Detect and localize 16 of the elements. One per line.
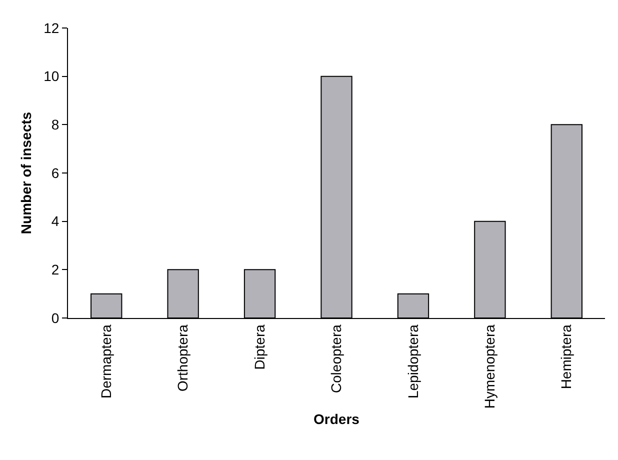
y-tick-label: 4 [51, 213, 60, 230]
y-tick-label: 12 [44, 20, 60, 36]
x-tick-label: Hymenoptera [481, 324, 498, 409]
x-tick-label: Coleoptera [328, 324, 344, 394]
x-tick-label: Orthoptera [174, 324, 191, 392]
x-tick-label: Lepidoptera [404, 324, 421, 399]
x-axis-title: Orders [314, 410, 360, 427]
y-axis-title: Number of insects [18, 112, 34, 234]
y-tick-label: 2 [51, 262, 60, 278]
y-tick-label: 8 [51, 116, 60, 133]
x-tick-label: Dermaptera [98, 324, 114, 399]
x-tick-label: Diptera [251, 324, 268, 370]
x-tick-label: Hemiptera [558, 324, 574, 390]
y-tick-label: 10 [44, 68, 60, 84]
y-tick-label: 6 [51, 164, 60, 181]
y-tick-label: 0 [51, 310, 60, 326]
